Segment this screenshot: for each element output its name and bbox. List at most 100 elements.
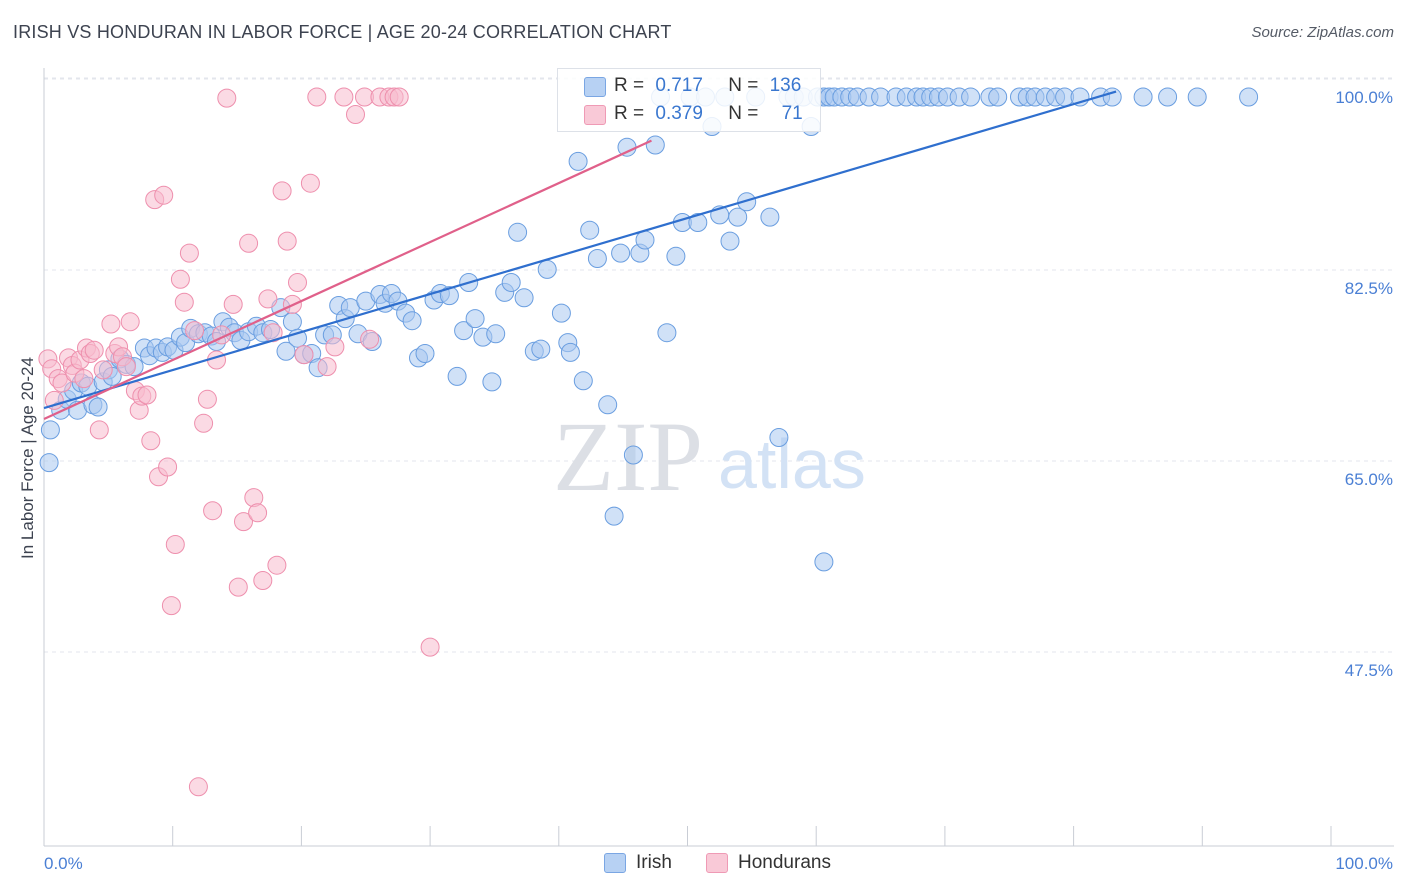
irish-point-69 <box>486 324 506 344</box>
watermark-atlas: atlas <box>718 425 866 503</box>
irish-point-142 <box>1158 87 1178 107</box>
irish-point-39 <box>282 312 302 332</box>
irish-point-38 <box>276 341 296 361</box>
irish-point-94 <box>666 246 686 266</box>
honduran-point-39 <box>203 501 223 521</box>
irish-r-value: 0.717 <box>655 75 703 96</box>
honduran-point-30 <box>161 596 181 616</box>
irish-point-141 <box>1133 87 1153 107</box>
honduran-point-13 <box>89 420 109 440</box>
irish-point-102 <box>720 231 740 251</box>
irish-legend-label: Irish <box>636 852 672 873</box>
irish-swatch <box>584 77 606 97</box>
irish-n-value: 136 <box>769 75 802 96</box>
irish-point-81 <box>573 371 593 391</box>
honduran-trend-line <box>43 139 652 420</box>
honduran-point-70 <box>420 637 440 657</box>
irish-point-57 <box>402 311 422 331</box>
irish-point-131 <box>988 87 1008 107</box>
irish-point-107 <box>769 428 789 447</box>
irish-point-87 <box>617 137 637 157</box>
irish-point-106 <box>760 207 780 227</box>
irish-point-144 <box>1239 87 1259 107</box>
stats-legend: R = 0.717 N = 136 R = 0.379 N = 71 <box>557 68 821 132</box>
source-label: Source: ZipAtlas.com <box>1251 24 1394 41</box>
irish-point-91 <box>645 135 665 155</box>
honduran-point-24 <box>137 385 157 405</box>
honduran-point-20 <box>120 312 140 332</box>
honduran-point-9 <box>74 369 94 389</box>
honduran-point-43 <box>223 294 243 314</box>
irish-point-145 <box>814 552 834 572</box>
irish-point-1 <box>40 420 60 440</box>
irish-point-9 <box>88 397 108 417</box>
irish-point-72 <box>508 222 528 242</box>
hondurans-legend-swatch <box>706 853 728 873</box>
irish-point-66 <box>465 309 485 329</box>
honduran-point-48 <box>248 503 268 523</box>
hondurans-r-value: 0.379 <box>655 103 703 124</box>
honduran-points <box>38 87 440 797</box>
honduran-point-46 <box>239 233 259 253</box>
irish-point-143 <box>1187 87 1207 107</box>
irish-point-62 <box>439 286 459 306</box>
irish-point-0 <box>39 453 59 473</box>
honduran-point-36 <box>188 777 208 797</box>
honduran-point-57 <box>294 345 314 365</box>
bottom-legend-hondurans: Hondurans <box>706 852 831 874</box>
irish-point-84 <box>598 395 618 415</box>
honduran-point-19 <box>116 357 136 377</box>
irish-legend-swatch <box>604 853 626 873</box>
honduran-point-49 <box>253 571 273 590</box>
y-tick-label-3: 100.0% <box>1335 88 1393 107</box>
chart-title: IRISH VS HONDURAN IN LABOR FORCE | AGE 2… <box>13 22 672 42</box>
y-tick-label-1: 65.0% <box>1345 470 1393 489</box>
honduran-point-56 <box>288 273 307 292</box>
honduran-point-65 <box>360 329 380 349</box>
trend-lines <box>43 90 1117 420</box>
irish-point-59 <box>415 344 435 363</box>
honduran-point-69 <box>389 87 409 107</box>
honduran-point-42 <box>217 88 237 108</box>
honduran-point-34 <box>179 243 199 263</box>
irish-trend-line <box>43 90 1117 410</box>
honduran-point-61 <box>325 337 345 357</box>
irish-point-129 <box>961 87 981 107</box>
honduran-point-35 <box>185 321 205 341</box>
watermark: ZIP atlas <box>553 401 866 512</box>
y-tick-label-2: 82.5% <box>1345 279 1393 298</box>
honduran-point-59 <box>307 87 327 107</box>
hondurans-swatch <box>584 105 606 125</box>
irish-point-76 <box>537 259 557 279</box>
x-tick-labels: 0.0% 100.0% <box>44 854 1393 873</box>
irish-point-73 <box>514 288 534 308</box>
honduran-point-28 <box>154 185 174 205</box>
bottom-legend-irish: Irish <box>604 852 672 874</box>
irish-point-80 <box>568 151 588 171</box>
irish-point-90 <box>635 230 655 250</box>
irish-point-77 <box>551 303 571 323</box>
gridlines <box>44 77 1394 653</box>
honduran-point-38 <box>197 389 217 409</box>
honduran-point-33 <box>174 292 194 312</box>
honduran-point-52 <box>267 555 287 575</box>
honduran-point-54 <box>277 231 297 251</box>
y-tick-label-0: 47.5% <box>1345 661 1393 680</box>
honduran-point-14 <box>93 360 113 380</box>
irish-point-83 <box>587 249 607 268</box>
irish-point-104 <box>737 192 757 212</box>
irish-point-63 <box>447 366 467 386</box>
honduran-point-2 <box>44 390 64 410</box>
honduran-point-63 <box>346 105 365 124</box>
honduran-point-62 <box>334 87 354 107</box>
hondurans-r-label: R = <box>614 103 645 124</box>
irish-point-75 <box>531 339 551 359</box>
irish-point-140 <box>1102 87 1122 107</box>
irish-point-71 <box>501 273 521 292</box>
x-tick-label-min: 0.0% <box>44 854 83 873</box>
honduran-point-53 <box>272 181 292 201</box>
irish-point-93 <box>657 323 677 343</box>
irish-point-68 <box>482 372 502 392</box>
honduran-point-44 <box>228 577 248 597</box>
